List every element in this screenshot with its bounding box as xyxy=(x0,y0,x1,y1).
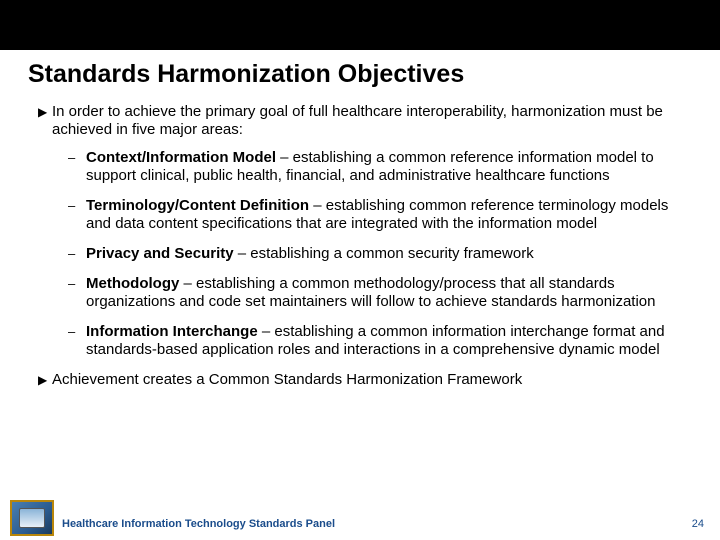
item-bold: Terminology/Content Definition xyxy=(86,197,309,214)
dash-icon: – xyxy=(68,149,86,185)
item-body: Privacy and Security – establishing a co… xyxy=(86,245,534,263)
arrow-icon: ▶ xyxy=(38,103,52,139)
closing-bullet: ▶ Achievement creates a Common Standards… xyxy=(28,371,692,389)
item-body: Terminology/Content Definition – establi… xyxy=(86,197,692,233)
list-item: – Methodology – establishing a common me… xyxy=(68,275,692,311)
closing-text: Achievement creates a Common Standards H… xyxy=(52,371,522,389)
item-bold: Privacy and Security xyxy=(86,245,234,262)
item-body: Context/Information Model – establishing… xyxy=(86,149,692,185)
lead-bullet: ▶ In order to achieve the primary goal o… xyxy=(28,103,692,139)
footer-text: Healthcare Information Technology Standa… xyxy=(62,518,335,530)
slide-title: Standards Harmonization Objectives xyxy=(28,60,692,89)
logo-screen xyxy=(19,508,45,528)
dash-icon: – xyxy=(68,275,86,311)
item-bold: Methodology xyxy=(86,275,179,292)
slide-body: Standards Harmonization Objectives ▶ In … xyxy=(0,50,720,389)
arrow-icon: ▶ xyxy=(38,371,52,389)
item-body: Methodology – establishing a common meth… xyxy=(86,275,692,311)
logo-icon xyxy=(10,500,54,536)
item-body: Information Interchange – establishing a… xyxy=(86,323,692,359)
dash-icon: – xyxy=(68,245,86,263)
item-bold: Context/Information Model xyxy=(86,149,276,166)
lead-text: In order to achieve the primary goal of … xyxy=(52,103,692,139)
footer: Healthcare Information Technology Standa… xyxy=(0,500,720,540)
item-rest: – establishing a common security framewo… xyxy=(234,245,534,262)
list-item: – Terminology/Content Definition – estab… xyxy=(68,197,692,233)
item-bold: Information Interchange xyxy=(86,323,258,340)
page-number: 24 xyxy=(692,518,704,530)
sub-items: – Context/Information Model – establishi… xyxy=(28,149,692,359)
top-bar xyxy=(0,0,720,50)
dash-icon: – xyxy=(68,197,86,233)
list-item: – Information Interchange – establishing… xyxy=(68,323,692,359)
dash-icon: – xyxy=(68,323,86,359)
list-item: – Context/Information Model – establishi… xyxy=(68,149,692,185)
list-item: – Privacy and Security – establishing a … xyxy=(68,245,692,263)
